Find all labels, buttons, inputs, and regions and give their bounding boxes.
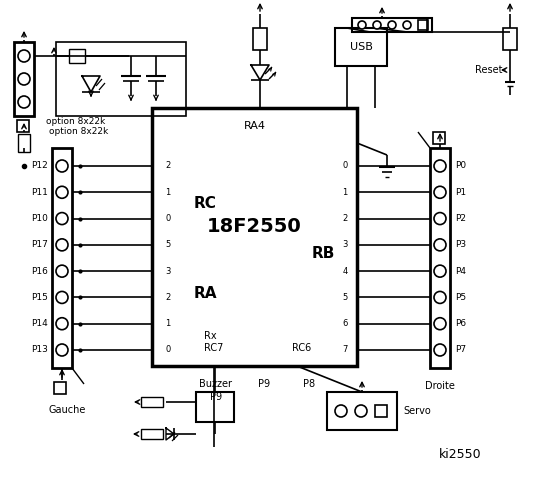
- Bar: [18, 134, 30, 152]
- Text: USB: USB: [349, 42, 372, 52]
- Text: 6: 6: [342, 319, 348, 328]
- Circle shape: [56, 186, 68, 198]
- Circle shape: [56, 291, 68, 303]
- Text: Buzzer: Buzzer: [199, 379, 232, 389]
- Text: 1: 1: [165, 319, 171, 328]
- Text: 3: 3: [342, 240, 348, 249]
- Text: 5: 5: [165, 240, 171, 249]
- Circle shape: [434, 160, 446, 172]
- Bar: [56, 42, 186, 116]
- Bar: [430, 148, 450, 368]
- Text: 2: 2: [165, 161, 171, 170]
- Text: P2: P2: [455, 214, 466, 223]
- Text: 3: 3: [165, 267, 171, 276]
- Circle shape: [18, 50, 30, 62]
- Text: Rx: Rx: [204, 331, 217, 341]
- Circle shape: [434, 344, 446, 356]
- Circle shape: [434, 213, 446, 225]
- Bar: [433, 132, 445, 144]
- Text: P1: P1: [455, 188, 466, 197]
- Bar: [141, 397, 163, 407]
- Text: 1: 1: [165, 188, 171, 197]
- Text: P12: P12: [32, 161, 48, 170]
- Text: P9: P9: [258, 379, 270, 389]
- Text: RC6: RC6: [292, 343, 311, 353]
- Text: 4: 4: [342, 267, 348, 276]
- Text: RC7: RC7: [204, 343, 223, 353]
- Circle shape: [434, 186, 446, 198]
- Text: P4: P4: [455, 267, 466, 276]
- Text: 1: 1: [342, 188, 348, 197]
- Circle shape: [355, 405, 367, 417]
- Bar: [52, 148, 72, 368]
- Circle shape: [403, 21, 411, 29]
- Bar: [14, 42, 34, 116]
- Text: P11: P11: [31, 188, 48, 197]
- Text: P0: P0: [455, 161, 466, 170]
- Text: RA: RA: [194, 286, 217, 300]
- Text: P16: P16: [31, 267, 48, 276]
- Circle shape: [18, 73, 30, 85]
- Circle shape: [18, 96, 30, 108]
- Circle shape: [358, 21, 366, 29]
- Text: RB: RB: [312, 245, 335, 261]
- Text: P8: P8: [303, 379, 315, 389]
- Circle shape: [434, 318, 446, 330]
- Text: P14: P14: [32, 319, 48, 328]
- Text: P10: P10: [31, 214, 48, 223]
- Text: 2: 2: [165, 293, 171, 302]
- Text: P7: P7: [455, 346, 466, 355]
- Circle shape: [56, 265, 68, 277]
- Bar: [503, 28, 517, 50]
- Bar: [418, 20, 428, 30]
- Bar: [375, 405, 387, 417]
- Text: Gauche: Gauche: [48, 405, 86, 415]
- Bar: [352, 18, 432, 32]
- Bar: [253, 28, 267, 50]
- Circle shape: [388, 21, 396, 29]
- Text: P15: P15: [31, 293, 48, 302]
- Circle shape: [56, 239, 68, 251]
- Circle shape: [56, 318, 68, 330]
- Circle shape: [434, 239, 446, 251]
- Text: P9: P9: [210, 392, 222, 402]
- Circle shape: [373, 21, 381, 29]
- Bar: [17, 120, 29, 132]
- Bar: [335, 28, 387, 66]
- Text: option 8x22k: option 8x22k: [49, 127, 108, 135]
- Bar: [152, 108, 357, 366]
- Text: Droite: Droite: [425, 381, 455, 391]
- Text: option 8x22k: option 8x22k: [46, 118, 105, 127]
- Text: 0: 0: [165, 346, 171, 355]
- Circle shape: [56, 160, 68, 172]
- Text: 5: 5: [342, 293, 348, 302]
- Text: Reset: Reset: [474, 65, 502, 75]
- Text: P17: P17: [31, 240, 48, 249]
- Text: Servo: Servo: [403, 406, 431, 416]
- Bar: [327, 392, 397, 430]
- Circle shape: [434, 265, 446, 277]
- Text: P13: P13: [31, 346, 48, 355]
- Circle shape: [56, 344, 68, 356]
- Bar: [54, 382, 66, 394]
- Text: ki2550: ki2550: [439, 448, 481, 461]
- Text: 7: 7: [342, 346, 348, 355]
- Bar: [141, 429, 163, 439]
- Circle shape: [335, 405, 347, 417]
- Text: RC: RC: [194, 195, 217, 211]
- Text: P5: P5: [455, 293, 466, 302]
- Text: P3: P3: [455, 240, 466, 249]
- Text: P6: P6: [455, 319, 466, 328]
- Text: 2: 2: [342, 214, 348, 223]
- Text: 0: 0: [342, 161, 348, 170]
- Text: RA4: RA4: [243, 121, 265, 131]
- Circle shape: [434, 291, 446, 303]
- Text: 0: 0: [165, 214, 171, 223]
- Circle shape: [56, 213, 68, 225]
- Bar: [69, 49, 85, 63]
- Text: 18F2550: 18F2550: [207, 217, 302, 237]
- Bar: [196, 392, 234, 422]
